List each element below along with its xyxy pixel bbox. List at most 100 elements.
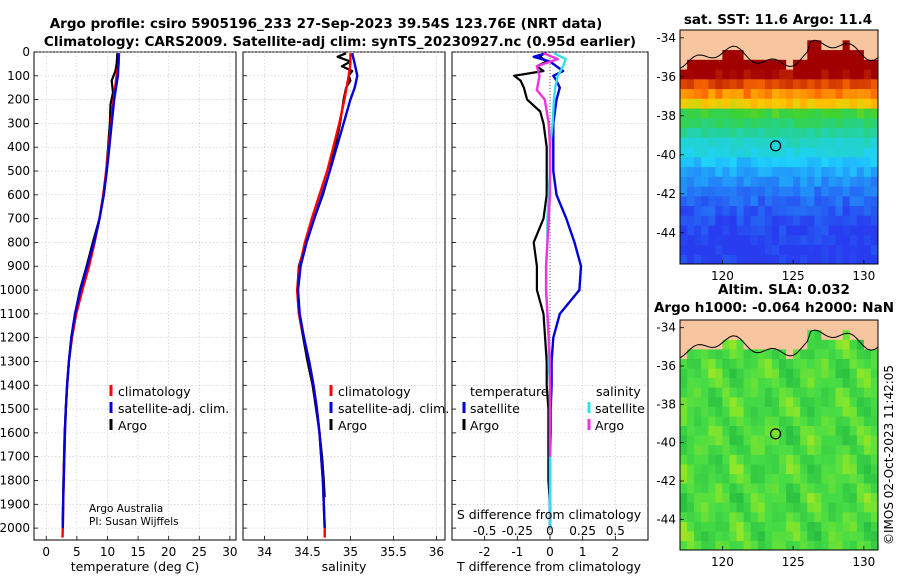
x-tick-label: 20 <box>161 545 176 559</box>
map-cell <box>708 329 716 340</box>
map-cell <box>757 215 766 226</box>
map-cell <box>793 30 801 41</box>
map-cell <box>835 69 844 80</box>
map-cell <box>807 127 815 138</box>
map-cell <box>814 30 823 41</box>
map-cell <box>736 406 745 417</box>
map-cell <box>842 540 851 550</box>
map-cell <box>729 156 738 168</box>
map-cell <box>821 78 830 90</box>
map-cell <box>680 108 688 119</box>
map-cell <box>708 254 716 264</box>
map-cell <box>856 176 865 187</box>
map-cell <box>701 244 709 255</box>
map-cell <box>687 39 695 51</box>
map-cell <box>701 415 709 426</box>
map-cell <box>800 377 808 388</box>
map-cell <box>828 348 837 359</box>
map-cell <box>814 358 823 369</box>
map-cell <box>821 176 830 187</box>
map-cell <box>687 406 695 417</box>
map-cell <box>771 137 780 148</box>
map-cell <box>764 39 773 51</box>
map-cell <box>842 329 851 340</box>
map-cell <box>729 186 738 197</box>
lon-tick-label: 130 <box>852 555 875 569</box>
map-cell <box>694 492 702 503</box>
map-cell <box>807 78 815 90</box>
map-cell <box>687 69 695 80</box>
map-cell <box>849 339 858 350</box>
legend-label-climatology: climatology <box>118 384 191 399</box>
lat-tick-label: -40 <box>656 148 676 162</box>
map-cell <box>793 88 801 99</box>
map-cell <box>764 195 773 207</box>
map-cell <box>680 377 688 388</box>
map-cell <box>743 78 752 90</box>
map-cell <box>680 473 688 484</box>
map-cell <box>842 415 851 426</box>
depth-tick-label: 0 <box>22 45 30 59</box>
map-cell <box>750 348 759 359</box>
lat-tick-label: -34 <box>656 31 676 45</box>
map-cell <box>757 435 766 446</box>
map-cell <box>771 59 780 70</box>
map-cell <box>722 59 731 70</box>
map-cell <box>835 156 844 168</box>
map-cell <box>750 396 759 407</box>
map-cell <box>842 166 851 177</box>
map-cell <box>736 492 745 503</box>
map-cell <box>821 463 830 474</box>
map-cell <box>694 425 702 436</box>
map-cell <box>771 406 780 417</box>
map-cell <box>736 435 745 446</box>
map-cell <box>849 415 858 426</box>
map-cell <box>750 454 759 465</box>
map-cell <box>870 463 878 474</box>
map-cell <box>856 454 865 465</box>
map-cell <box>821 137 830 148</box>
depth-tick-label: 200 <box>7 93 30 107</box>
map-cell <box>722 225 731 236</box>
map-cell <box>715 339 724 350</box>
map-cell <box>779 176 787 187</box>
map-cell <box>793 320 801 331</box>
map-cell <box>708 59 716 70</box>
map-cell <box>757 454 766 465</box>
map-cell <box>715 49 724 60</box>
map-cell <box>814 127 823 138</box>
map-cell <box>807 98 815 109</box>
map-cell <box>779 530 787 541</box>
map-cell <box>835 254 844 264</box>
map-cell <box>729 117 738 129</box>
map-cell <box>793 195 801 207</box>
map-cell <box>743 215 752 226</box>
map-cell <box>863 511 872 522</box>
map-cell <box>863 39 872 51</box>
map-cell <box>750 444 759 455</box>
map-cell <box>828 511 837 522</box>
map-cell <box>849 463 858 474</box>
map-cell <box>743 521 752 532</box>
map-cell <box>715 39 724 51</box>
map-cell <box>750 49 759 60</box>
map-cell <box>757 234 766 246</box>
map-cell <box>793 540 801 550</box>
map-cell <box>764 444 773 455</box>
map-cell <box>722 358 731 369</box>
map-cell <box>701 387 709 398</box>
map-cell <box>786 244 794 255</box>
map-cell <box>708 482 716 494</box>
map-cell <box>863 59 872 70</box>
map-cell <box>743 454 752 465</box>
map-cell <box>715 320 724 331</box>
map-cell <box>835 49 844 60</box>
map-cell <box>863 482 872 494</box>
map-cell <box>694 473 702 484</box>
map-cell <box>849 127 858 138</box>
legend-label-s-argo: Argo <box>595 418 624 433</box>
map-cell <box>736 117 745 129</box>
map-cell <box>680 88 688 99</box>
map-cell <box>687 348 695 359</box>
map-cell <box>729 492 738 503</box>
